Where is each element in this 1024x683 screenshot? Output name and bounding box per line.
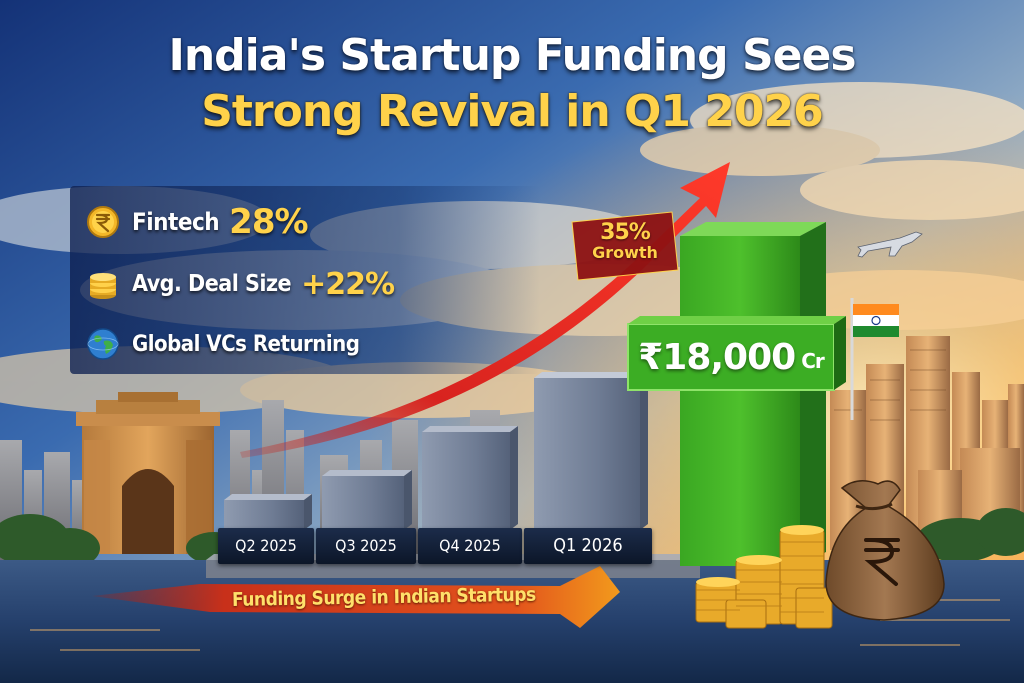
india-flag — [850, 298, 899, 420]
stat-global-vcs: Global VCs Returning — [86, 322, 360, 366]
growth-tag-badge — [571, 211, 679, 281]
bar-q3-2025 — [322, 470, 412, 530]
funding-value: ₹18,000 — [638, 336, 796, 378]
category-label: Q4 2025 — [418, 528, 522, 564]
stat-fintech: Fintech 28% — [86, 200, 309, 244]
headline-line-2: Strong Revival in Q1 2026 — [201, 86, 824, 137]
growth-trend-arrow — [240, 162, 730, 458]
stat-avg-deal-size: Avg. Deal Size +22% — [86, 262, 395, 306]
growth-tag: 35% Growth — [572, 212, 678, 278]
stats-panel — [70, 186, 540, 374]
headline-line-1: India's Startup Funding Sees — [168, 30, 856, 81]
coin-stack-icon — [90, 273, 116, 299]
funding-value-plate: ₹18,000 Cr — [628, 324, 834, 390]
category-label: Q3 2025 — [316, 528, 416, 564]
category-label: Q2 2025 — [218, 528, 314, 564]
stat-label: Global VCs Returning — [132, 331, 360, 357]
stat-label: Avg. Deal Size — [132, 271, 292, 297]
stat-value: +22% — [301, 266, 395, 302]
airplane-icon — [857, 231, 923, 258]
category-label: Q1 2026 — [524, 528, 652, 564]
funding-unit: Cr — [801, 349, 825, 373]
bar-q1-2026 — [534, 372, 648, 530]
bar-highlight-18000-cr — [627, 222, 846, 566]
gold-coin-stacks — [695, 525, 833, 629]
growth-label: Growth — [592, 243, 658, 262]
stat-value: 28% — [229, 202, 308, 242]
stat-label: Fintech — [132, 208, 220, 236]
growth-percent: 35% — [600, 220, 651, 245]
bar-q4-2025 — [422, 426, 518, 530]
bar-q2-2025 — [224, 494, 312, 530]
building-windows — [834, 349, 946, 421]
chart-platform — [206, 560, 700, 578]
funding-banner-ribbon — [92, 566, 620, 628]
globe-icon — [87, 328, 119, 360]
rupee-money-bag-icon — [825, 480, 945, 621]
rupee-coin-icon — [87, 206, 119, 238]
